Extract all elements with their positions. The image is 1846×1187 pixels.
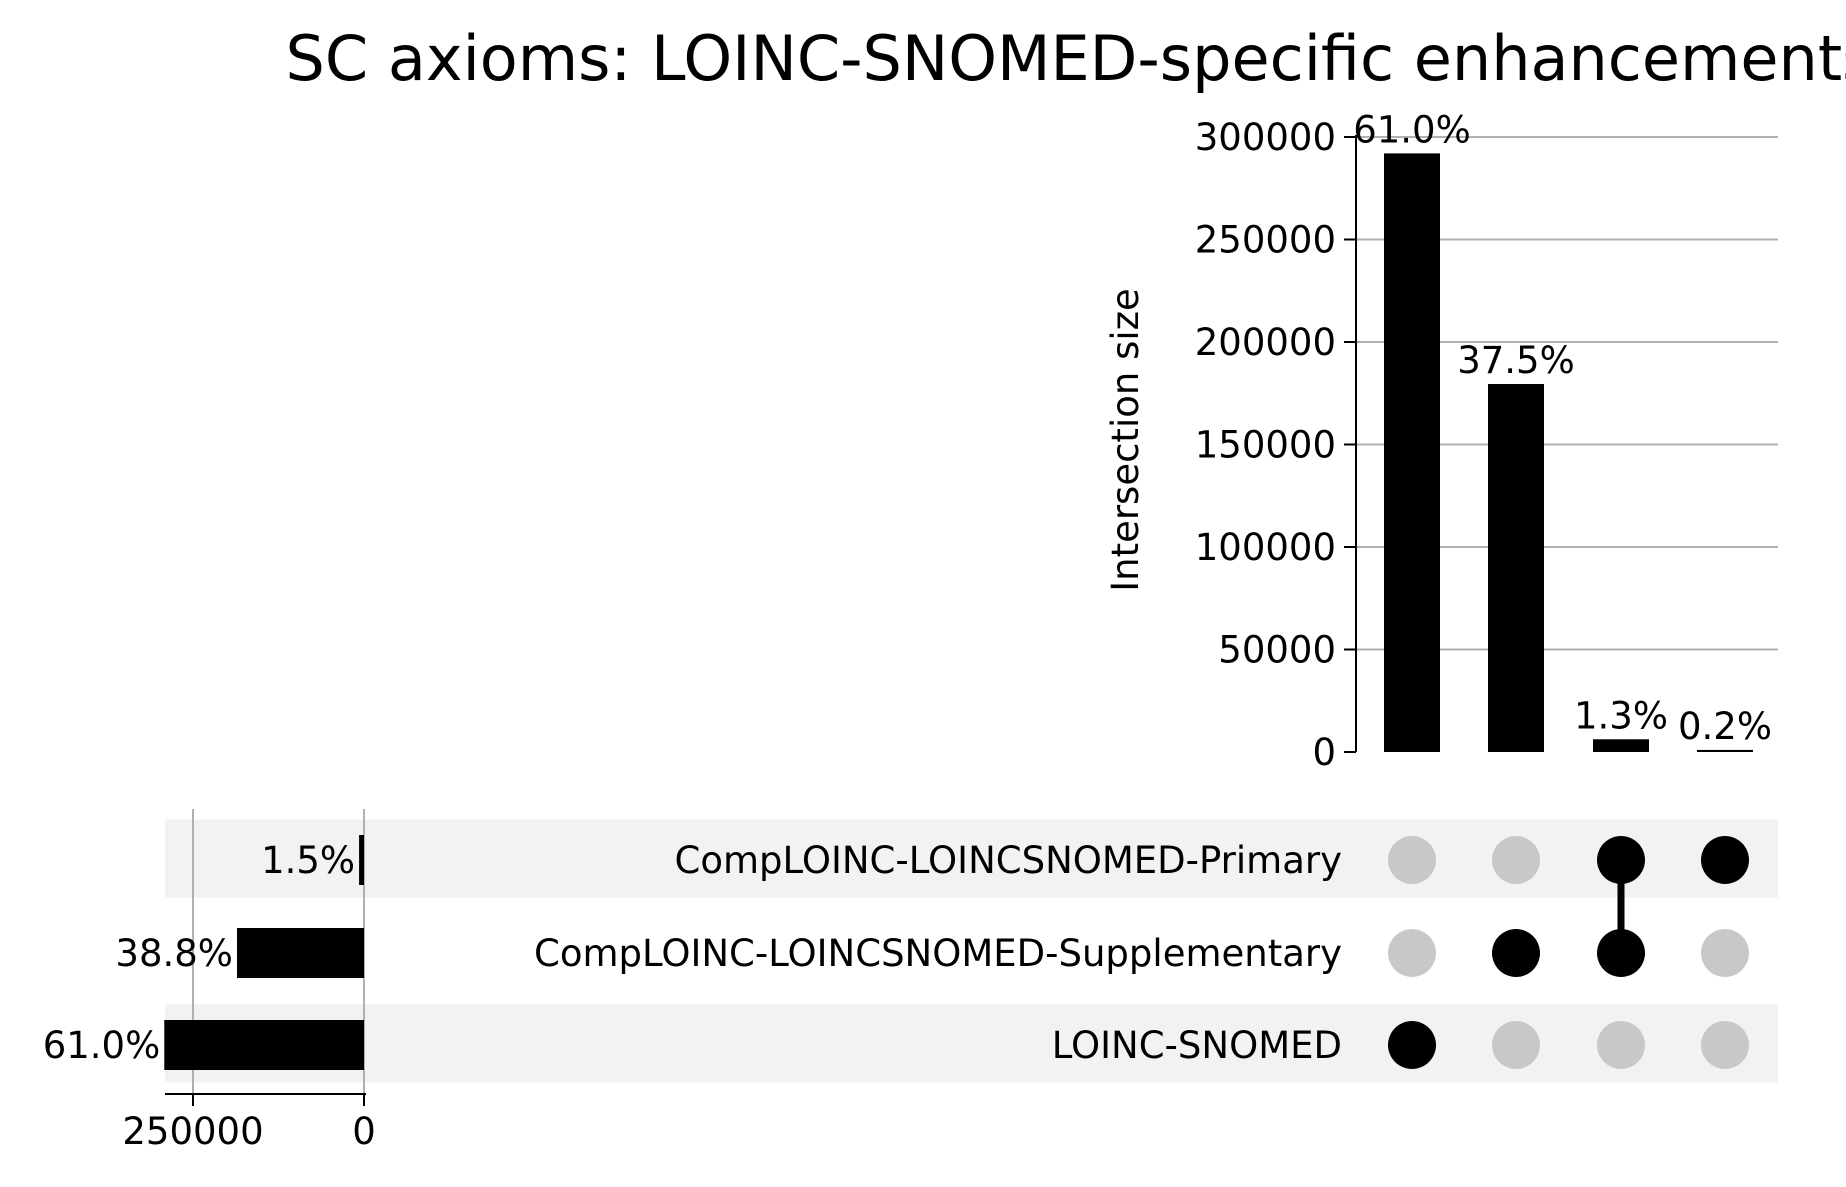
matrix-dot-active — [1492, 929, 1540, 977]
set-name-label: LOINC-SNOMED — [1052, 1024, 1342, 1067]
y-tick-label: 50000 — [1218, 629, 1336, 672]
set-size-percent-label: 61.0% — [43, 1024, 161, 1067]
matrix-dot-inactive — [1388, 836, 1436, 884]
matrix-dot-inactive — [1492, 1021, 1540, 1069]
matrix-dot-active — [1701, 836, 1749, 884]
set-size-percent-label: 38.8% — [115, 932, 233, 975]
y-axis-label: Intersection size — [1104, 288, 1147, 592]
y-tick-label: 300000 — [1195, 116, 1336, 159]
set-name-label: CompLOINC-LOINCSNOMED-Supplementary — [534, 932, 1342, 975]
intersection-percent-label: 61.0% — [1353, 108, 1471, 151]
matrix-dot-active — [1597, 929, 1645, 977]
matrix-dot-inactive — [1492, 836, 1540, 884]
intersection-percent-label: 0.2% — [1678, 705, 1772, 748]
y-tick-label: 0 — [1312, 731, 1336, 774]
set-size-bar — [359, 835, 364, 885]
matrix-dot-active — [1388, 1021, 1436, 1069]
y-tick-label: 200000 — [1195, 321, 1336, 364]
matrix-dot-inactive — [1597, 1021, 1645, 1069]
intersection-percent-label: 37.5% — [1457, 339, 1575, 382]
intersection-percent-label: 1.3% — [1574, 694, 1668, 737]
matrix-dot-inactive — [1701, 1021, 1749, 1069]
intersection-bar — [1488, 384, 1544, 752]
set-size-tick-label: 0 — [352, 1110, 376, 1153]
intersection-bar — [1697, 749, 1753, 752]
y-tick-label: 250000 — [1195, 219, 1336, 262]
set-size-tick-label: 250000 — [122, 1110, 263, 1153]
set-size-bar — [164, 1020, 364, 1070]
matrix-dot-inactive — [1388, 929, 1436, 977]
set-name-label: CompLOINC-LOINCSNOMED-Primary — [675, 839, 1342, 882]
y-tick-label: 100000 — [1195, 526, 1336, 569]
set-size-bar — [236, 928, 364, 978]
chart-title: SC axioms: LOINC-SNOMED-specific enhance… — [286, 22, 1846, 95]
matrix-dot-active — [1597, 836, 1645, 884]
set-size-percent-label: 1.5% — [261, 839, 355, 882]
intersection-bar — [1384, 153, 1440, 752]
matrix-dot-inactive — [1701, 929, 1749, 977]
intersection-bar — [1593, 739, 1649, 752]
y-tick-label: 150000 — [1195, 424, 1336, 467]
